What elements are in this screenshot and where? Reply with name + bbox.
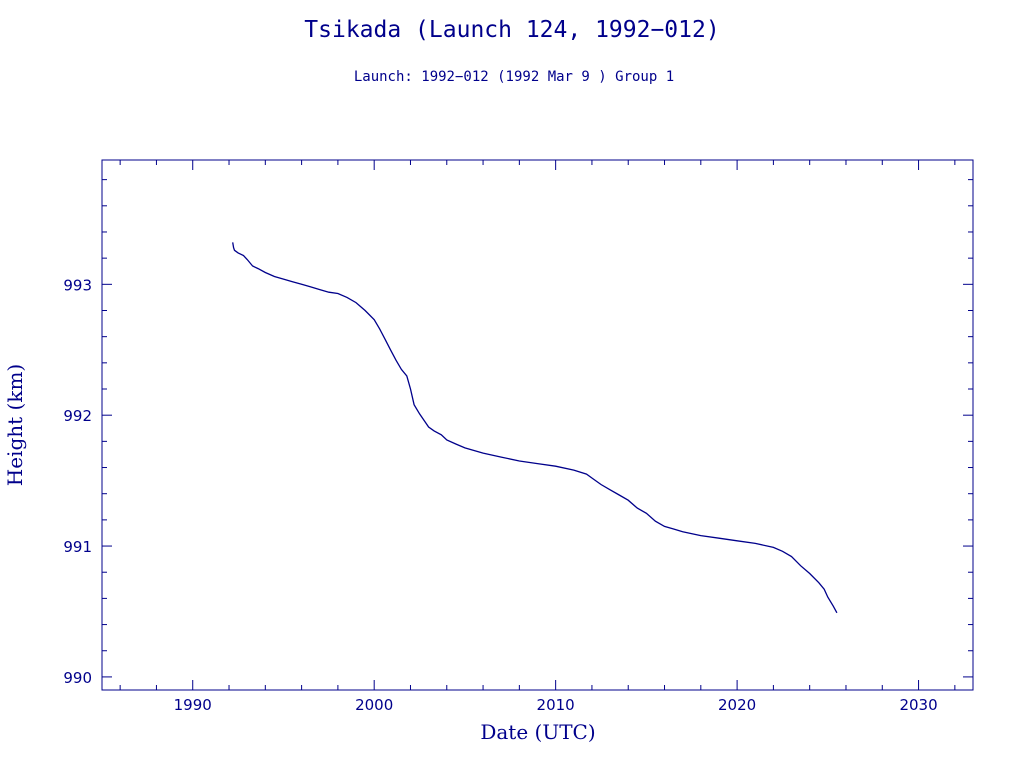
- height-series-line: [232, 242, 838, 614]
- y-tick-label: 990: [63, 669, 92, 687]
- x-tick-label: 2010: [537, 696, 575, 714]
- chart-title: Tsikada (Launch 124, 1992−012): [304, 17, 719, 43]
- x-tick-label: 2000: [355, 696, 393, 714]
- chart-subtitle: Launch: 1992−012 (1992 Mar 9 ) Group 1: [354, 69, 674, 85]
- y-axis-label: Height (km): [3, 364, 27, 486]
- axis-ticks: [102, 160, 973, 690]
- x-axis-label: Date (UTC): [480, 720, 595, 744]
- y-tick-label: 992: [63, 407, 92, 425]
- x-tick-labels: 1990 2000 2010 2020 2030: [174, 696, 938, 714]
- y-tick-label: 991: [63, 538, 92, 556]
- y-tick-label: 993: [63, 276, 92, 294]
- x-tick-label: 2020: [718, 696, 756, 714]
- x-tick-label: 1990: [174, 696, 212, 714]
- y-tick-labels: 990 991 992 993: [63, 276, 92, 687]
- x-tick-label: 2030: [899, 696, 937, 714]
- plot-frame: [101, 159, 974, 691]
